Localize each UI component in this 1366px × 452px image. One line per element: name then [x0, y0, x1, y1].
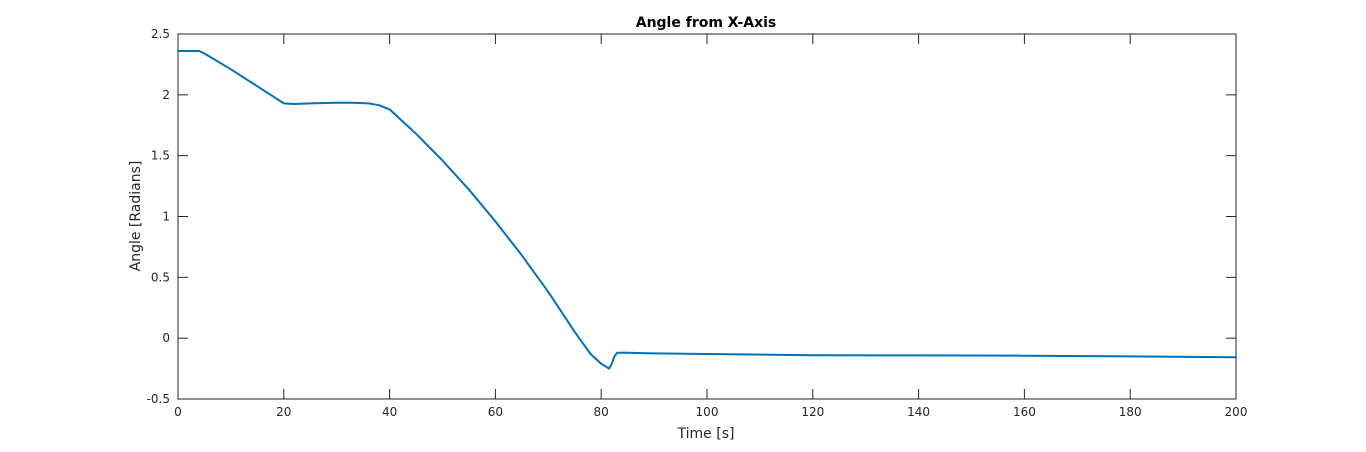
series-layer [177, 50, 1237, 370]
x-tick-label: 120 [801, 405, 824, 419]
x-axis-ticks: 0 20 40 60 80 100 120 140 160 180 200 [174, 34, 1247, 419]
x-tick-label: 140 [907, 405, 930, 419]
y-tick-label: 0.5 [151, 270, 170, 284]
x-tick-label: 200 [1225, 405, 1248, 419]
x-tick-label: 180 [1119, 405, 1142, 419]
y-axis-title: Angle [Radians] [128, 161, 144, 272]
y-tick-label: 0 [162, 331, 170, 345]
y-tick-label: 1.5 [151, 149, 170, 163]
y-axis-ticks: -0.5 0 0.5 1 1.5 2 2.5 [147, 27, 1236, 406]
x-tick-label: 20 [276, 405, 291, 419]
series-line-0 [177, 50, 1237, 370]
y-tick-label: 1 [162, 210, 170, 224]
x-tick-label: 100 [696, 405, 719, 419]
chart-title: Angle from X-Axis [636, 15, 777, 31]
y-tick-label: -0.5 [147, 392, 170, 406]
x-tick-label: 160 [1013, 405, 1036, 419]
x-tick-label: 0 [174, 405, 182, 419]
x-axis-title: Time [s] [677, 426, 735, 442]
x-tick-label: 40 [382, 405, 397, 419]
x-tick-label: 60 [488, 405, 503, 419]
plot-area [177, 33, 1237, 400]
y-tick-label: 2.5 [151, 27, 170, 41]
x-tick-label: 80 [594, 405, 609, 419]
y-tick-label: 2 [162, 88, 170, 102]
